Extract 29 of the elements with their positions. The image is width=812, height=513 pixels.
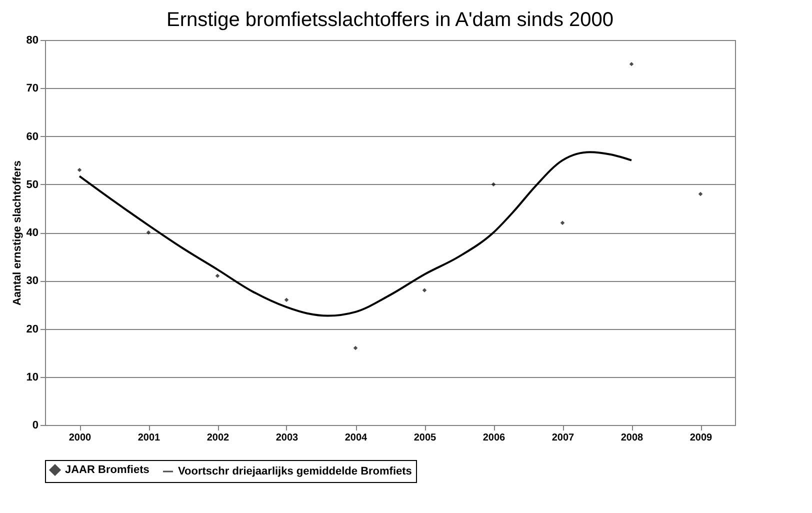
point bbox=[629, 62, 634, 66]
x-tick-label: 2007 bbox=[552, 432, 575, 444]
x-tick-label: 2008 bbox=[620, 432, 644, 444]
y-tick-label: 30 bbox=[26, 275, 38, 288]
legend-label: Voortschr driejaarlijks gemiddelde Bromfiets bbox=[178, 466, 412, 478]
x-tick-label: 2000 bbox=[68, 432, 92, 444]
y-axis-title: Aantal ernstige slachtoffers bbox=[11, 160, 24, 306]
y-tick-label: 40 bbox=[26, 227, 38, 239]
y-tick-label: 80 bbox=[26, 34, 38, 46]
x-tick-label: 2006 bbox=[482, 432, 506, 444]
y-tick-label: 20 bbox=[26, 323, 38, 336]
x-tick-label: 2002 bbox=[206, 432, 230, 444]
x-tick-label: 2001 bbox=[138, 432, 161, 444]
y-tick-label: 10 bbox=[26, 371, 38, 384]
y-tick-label: 60 bbox=[26, 130, 38, 143]
x-tick-label: 2009 bbox=[690, 432, 713, 444]
x-tick-label: 2005 bbox=[414, 432, 437, 444]
point bbox=[146, 230, 151, 235]
point bbox=[698, 192, 703, 196]
y-tick-label: 0 bbox=[32, 420, 38, 432]
chart-title: Ernstige bromfietsslachtoffers in A'dam sinds 2000 bbox=[166, 9, 614, 31]
y-tick-label: 50 bbox=[26, 178, 38, 191]
legend-label: JAAR Bromfiets bbox=[65, 464, 150, 476]
y-tick-label: 70 bbox=[26, 82, 38, 95]
x-tick-label: 2003 bbox=[276, 432, 299, 444]
x-tick-label: 2004 bbox=[344, 432, 368, 444]
line-series bbox=[78, 151, 632, 317]
point bbox=[353, 346, 358, 350]
point bbox=[77, 168, 82, 172]
